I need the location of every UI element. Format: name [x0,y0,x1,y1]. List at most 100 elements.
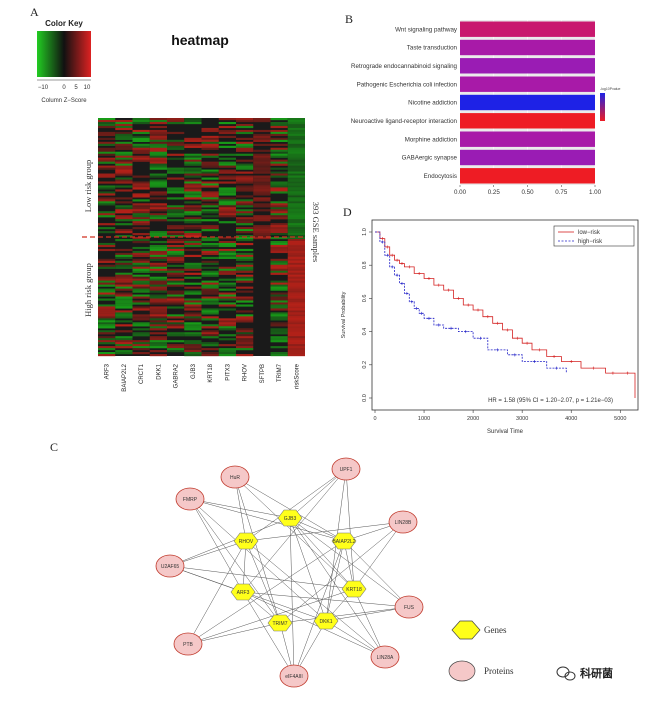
heatmap-cell [149,322,167,325]
heatmap-cell [287,191,305,194]
heatmap-cell [149,300,167,303]
heatmap-cell [115,127,133,131]
heatmap-cell [167,225,185,228]
heatmap-cell [287,143,305,146]
heatmap-cell [98,330,116,333]
heatmap-cell [167,233,185,236]
heatmap-cell [132,284,150,287]
heatmap-cell [149,340,167,343]
heatmap-cell [201,171,219,174]
heatmap-cell [218,165,236,168]
heatmap-cell [115,266,133,269]
heatmap-cell [287,129,305,133]
heatmap-cell [201,137,219,141]
heatmap-cell [201,169,219,172]
heatmap-cell [270,225,288,228]
heatmap-cell [98,342,116,345]
heatmap-cell [115,324,133,327]
heatmap-cell [132,278,150,281]
heatmap-cell [236,256,254,260]
heatmap-cell [149,354,167,357]
protein-node-label: HuR [230,475,240,481]
heatmap-cell [201,352,219,355]
heatmap-cell [218,203,236,206]
heatmap-cell [167,118,185,121]
heatmap-cell [132,308,150,311]
heatmap-cell [201,326,219,329]
heatmap-cell [184,207,202,210]
heatmap-cell [149,133,167,137]
heatmap-cell [149,183,167,186]
heatmap-cell [132,157,150,160]
heatmap-cell [270,340,288,343]
heatmap-cell [149,310,167,313]
enrichment-category-label: Pathogenic Escherichia coli infection [357,81,458,88]
heatmap-cell [218,320,236,323]
protein-node [370,645,400,669]
heatmap-cell [132,240,150,244]
heatmap-cell [253,149,271,152]
heatmap-cell [236,119,254,123]
heatmap-cell [218,191,236,194]
heatmap-cell [270,354,288,357]
heatmap-cell [167,268,185,271]
heatmap-cell [98,294,116,297]
survival-x-tick-label: 5000 [614,416,626,422]
heatmap-cell [115,137,133,141]
heatmap-cell [201,244,219,248]
heatmap-cell [253,189,271,192]
heatmap-cell [167,119,185,123]
heatmap-cell [236,248,254,252]
heatmap-cell [236,209,254,212]
heatmap-cell [287,310,305,313]
heatmap-cell [132,276,150,279]
heatmap-cell [236,276,254,279]
heatmap-cell [167,260,185,263]
censor-mark [478,336,482,340]
gene-node [233,532,259,550]
heatmap-cell [270,215,288,218]
heatmap-cell [287,292,305,295]
heatmap-cell [236,320,254,323]
heatmap-cell [167,280,185,283]
heatmap-cell [201,282,219,285]
heatmap-cell [184,350,202,353]
heatmap-cell [236,338,254,341]
heatmap-cell [184,205,202,208]
heatmap-cell [149,181,167,184]
heatmap-cell [201,332,219,335]
heatmap-cell [167,346,185,349]
heatmap-cell [287,221,305,224]
heatmap-cell [132,195,150,198]
enrichment-x-tick-label: 0.00 [454,189,467,195]
heatmap-cell [270,163,288,166]
heatmap-cell [132,238,150,242]
heatmap-cell [236,211,254,214]
protein-node-label: FMRP [183,497,198,503]
heatmap-cell [287,177,305,180]
heatmap-cell [167,300,185,303]
enrichment-x-tick-label: 0.50 [521,189,534,195]
heatmap-cell [236,141,254,144]
network-edge [353,521,404,590]
heatmap-cell [236,203,254,206]
heatmap-cell [201,316,219,319]
network-edge [242,591,410,608]
heatmap-cell [167,143,185,146]
heatmap-cell [184,211,202,214]
heatmap-cell [253,209,271,212]
heatmap-cell [167,213,185,216]
protein-node [155,554,185,578]
network-edge [189,498,244,593]
heatmap-cell [149,153,167,156]
color-key-tick: −10 [38,85,49,91]
heatmap-cell [115,215,133,218]
heatmap-cell [149,286,167,289]
heatmap-cell [149,191,167,194]
heatmap-cell [201,262,219,265]
heatmap-cell [167,177,185,180]
censor-mark [515,336,519,340]
enrichment-bar [460,94,595,111]
heatmap-cell [218,157,236,160]
heatmap-cell [218,237,236,240]
